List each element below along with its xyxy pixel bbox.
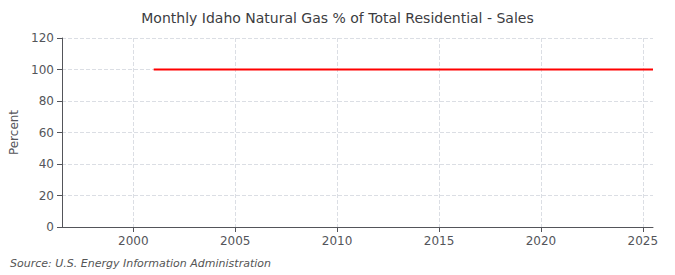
svg-text:2010: 2010 <box>322 234 353 248</box>
svg-text:20: 20 <box>39 189 54 203</box>
svg-text:60: 60 <box>39 126 54 140</box>
svg-text:80: 80 <box>39 94 54 108</box>
svg-text:120: 120 <box>31 31 54 45</box>
svg-text:0: 0 <box>46 220 54 234</box>
svg-text:2020: 2020 <box>526 234 557 248</box>
svg-text:100: 100 <box>31 63 54 77</box>
svg-text:2000: 2000 <box>118 234 149 248</box>
svg-text:Percent: Percent <box>7 110 21 155</box>
svg-text:2005: 2005 <box>220 234 251 248</box>
svg-text:40: 40 <box>39 157 54 171</box>
svg-text:2015: 2015 <box>424 234 455 248</box>
svg-text:2025: 2025 <box>628 234 659 248</box>
svg-text:Monthly Idaho Natural Gas % of: Monthly Idaho Natural Gas % of Total Res… <box>141 10 533 26</box>
svg-text:Source: U.S. Energy Informatio: Source: U.S. Energy Information Administ… <box>10 257 271 270</box>
